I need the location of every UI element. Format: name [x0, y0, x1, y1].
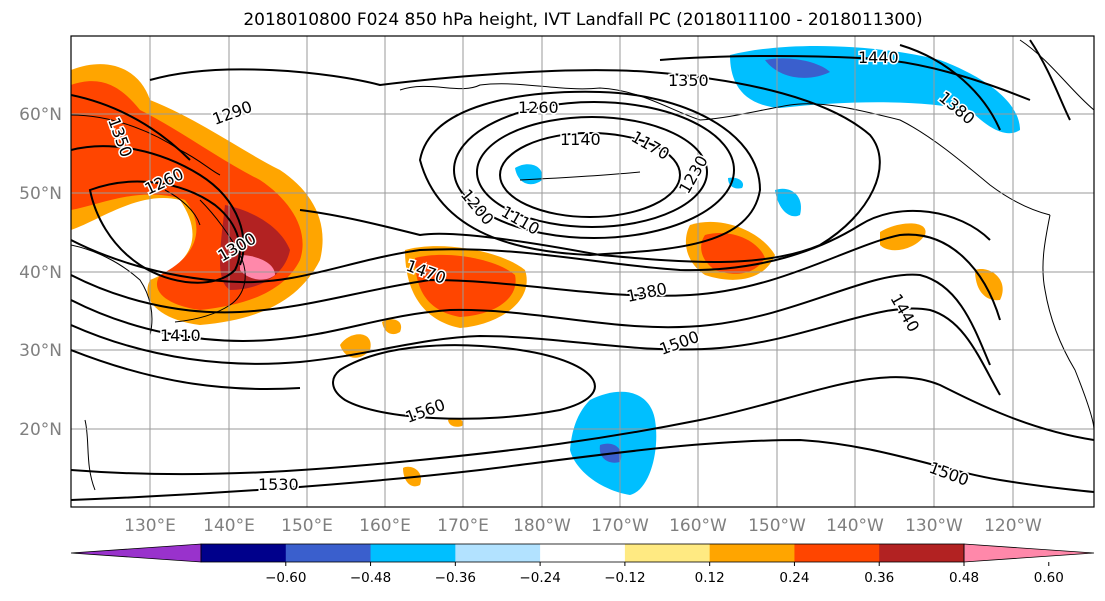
map-frame — [70, 35, 1095, 508]
contour-label: 1440 — [858, 48, 899, 67]
lon-label: 170°W — [591, 516, 649, 536]
contour-label: 1350 — [668, 71, 709, 90]
colorbar-tick-label: −0.12 — [604, 570, 645, 586]
latitude-labels: 60°N 50°N 40°N 30°N 20°N — [19, 105, 62, 440]
plot-title: 2018010800 F024 850 hPa height, IVT Land… — [243, 10, 922, 30]
height-contours — [71, 39, 1094, 501]
lon-label: 150°W — [748, 516, 806, 536]
lon-label: 140°E — [203, 516, 255, 536]
contour-label: 1140 — [560, 130, 601, 149]
colorbar-tick-label: −0.24 — [519, 570, 560, 586]
colorbar: −0.60 −0.48 −0.36 −0.24 −0.12 0.12 0.24 0.36 0.4… — [70, 543, 1095, 586]
lat-label: 40°N — [19, 263, 62, 283]
lon-label: 130°W — [905, 516, 963, 536]
colorbar-bin — [709, 544, 795, 562]
colorbar-tick-label: 0.12 — [695, 570, 725, 586]
contour-label: 1410 — [160, 326, 201, 345]
colorbar-frame — [200, 543, 965, 563]
colorbar-tick-label: 0.60 — [1034, 570, 1064, 586]
lon-label: 130°E — [124, 516, 176, 536]
colorbar-tick-label: −0.36 — [435, 570, 476, 586]
lon-label: 150°E — [281, 516, 333, 536]
colorbar-extend-high — [963, 543, 1095, 563]
colorbar-bin — [879, 544, 965, 562]
colorbar-tick-label: 0.36 — [864, 570, 894, 586]
lon-label: 170°E — [437, 516, 489, 536]
contour-label: 1260 — [518, 98, 559, 117]
colorbar-bin — [540, 544, 626, 562]
colorbar-extend-low — [70, 543, 202, 563]
colorbar-bin — [624, 544, 711, 562]
colorbar-tick-label: 0.24 — [779, 570, 809, 586]
colorbar-bin — [455, 544, 541, 562]
coastlines — [71, 39, 1094, 491]
contour-label: 1530 — [258, 475, 299, 494]
lon-label: 180°W — [513, 516, 571, 536]
lon-label: 140°W — [826, 516, 884, 536]
map-panel: 1440 1350 1380 1350 1290 1260 1140 1170 … — [70, 35, 1095, 508]
longitude-labels: 130°E 140°E 150°E 160°E 170°E 180°W 170°… — [124, 516, 1042, 536]
lat-label: 30°N — [19, 341, 62, 361]
colorbar-bin — [201, 544, 287, 562]
lat-label: 60°N — [19, 105, 62, 125]
lat-label: 50°N — [19, 184, 62, 204]
colorbar-tick-label: −0.60 — [265, 570, 306, 586]
lon-label: 160°E — [359, 516, 411, 536]
lon-label: 160°W — [669, 516, 727, 536]
colorbar-bin — [794, 544, 880, 562]
lat-label: 20°N — [19, 420, 62, 440]
lon-label: 120°W — [984, 516, 1042, 536]
graticule — [71, 36, 1094, 507]
colorbar-bin — [285, 544, 372, 562]
colorbar-tick-label: 0.48 — [949, 570, 979, 586]
colorbar-bin — [370, 544, 456, 562]
colorbar-tick-label: −0.48 — [350, 570, 391, 586]
